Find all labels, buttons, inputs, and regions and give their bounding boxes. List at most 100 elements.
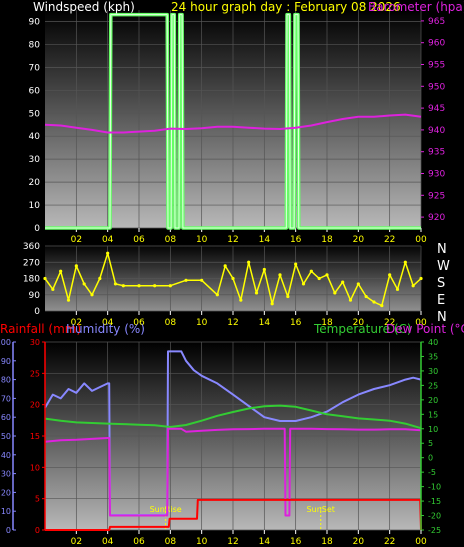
windspeed-tick-label: 70: [29, 63, 41, 73]
sunset-label: SunSet: [307, 505, 335, 514]
direction-point: [137, 284, 141, 288]
barometer-tick-label: 935: [428, 148, 445, 158]
direction-x-tick-label: 02: [71, 318, 82, 328]
compass-letter-s: S: [437, 276, 445, 291]
direction-point: [74, 264, 78, 268]
direction-point: [262, 267, 266, 272]
wind-x-tick-label: 04: [102, 235, 114, 245]
direction-x-tick-label: 06: [133, 318, 145, 328]
wind-panel-series: [44, 12, 422, 230]
direction-point: [309, 269, 313, 273]
wind-panel-x-ticks: 02 04 06 08 10 12 14 16 18 20 22 00: [71, 228, 427, 245]
temperature-tick-label: -20: [428, 512, 441, 521]
temperature-tick-label: 40: [428, 338, 438, 347]
windspeed-tick-label: 20: [29, 178, 41, 188]
direction-point: [372, 300, 376, 304]
direction-point: [270, 302, 274, 306]
direction-point: [317, 276, 321, 281]
compass-letter-n-top: N: [437, 242, 447, 257]
bottom-x-tick-label: 12: [227, 537, 238, 547]
rainfall-line: [45, 498, 422, 531]
humidity-tick-label: 80: [1, 376, 11, 385]
wind-x-tick-label: 18: [321, 235, 333, 245]
direction-point: [184, 278, 188, 282]
direction-point: [411, 284, 415, 288]
direction-point: [82, 282, 86, 286]
sun-markers: SunRise SunSet: [150, 505, 335, 530]
windspeed-tick-label: 40: [29, 132, 41, 142]
direction-point: [59, 269, 63, 273]
compass-letter-w: W: [437, 259, 450, 274]
humidity-tick-label: 40: [1, 451, 11, 460]
direction-series: [43, 251, 423, 308]
temperature-line: [44, 404, 422, 430]
temperature-tick-label: -25: [428, 526, 441, 535]
direction-point: [341, 280, 345, 284]
windspeed-tick-label: 60: [29, 86, 41, 96]
direction-tick-label: 360: [23, 242, 40, 252]
wind-x-tick-label: 20: [353, 235, 365, 245]
compass-letters: N W S E N: [437, 242, 450, 325]
wind-direction-panel: 0 90 180 270 360 02 04 06 08 10 12 14 16 18 20 22 00 N …: [23, 242, 450, 328]
bottom-x-tick-label: 06: [133, 537, 145, 547]
direction-point: [247, 260, 251, 264]
direction-point: [380, 303, 384, 308]
temperature-axis-ticks: -25 -20 -15 -10 -5 0 5 10 15 20 25 30 35 40: [421, 338, 441, 535]
direction-point: [66, 298, 71, 302]
direction-tick-label: 270: [23, 258, 40, 268]
humidity-tick-label: 100: [0, 338, 11, 347]
temperature-tick-label: -15: [428, 497, 441, 506]
humidity-tick-label: 50: [1, 432, 11, 441]
wind-x-tick-label: 02: [71, 235, 82, 245]
windspeed-axis-ticks: 0 10 20 30 40 50 60 70 80 90: [29, 17, 41, 234]
bottom-x-tick-label: 20: [353, 537, 365, 547]
direction-point: [294, 262, 298, 266]
bottom-x-tick-label: 02: [71, 537, 82, 547]
wind-x-tick-label: 12: [227, 235, 238, 245]
rainfall-axis-ticks: 0 5 10 15 20 25 30: [30, 338, 45, 535]
direction-point: [301, 282, 306, 286]
direction-point: [286, 294, 290, 299]
rainfall-tick-label: 0: [35, 526, 40, 535]
humidity-tick-label: 30: [1, 470, 11, 479]
direction-point: [356, 282, 360, 286]
humidity-line: [44, 350, 422, 516]
rainfall-tick-label: 5: [35, 495, 40, 504]
direction-point: [254, 291, 259, 295]
direction-point: [364, 294, 368, 299]
direction-x-tick-label: 04: [102, 318, 114, 328]
direction-tick-label: 90: [29, 291, 41, 301]
windspeed-tick-label: 30: [29, 155, 41, 165]
humidity-tick-label: 60: [1, 413, 11, 422]
direction-tick-label: 0: [34, 307, 40, 317]
barometer-tick-label: 925: [428, 191, 445, 201]
compass-letter-n-bottom: N: [437, 310, 447, 325]
windspeed-axis-title: Windspeed (kph): [33, 0, 135, 14]
humidity-tick-label: 20: [1, 488, 11, 497]
wind-x-tick-label: 14: [259, 235, 271, 245]
temperature-tick-label: -5: [428, 468, 436, 477]
windspeed-tick-label: 0: [34, 224, 40, 234]
temperature-tick-label: 0: [428, 454, 433, 463]
barometer-line: [44, 113, 422, 134]
wind-x-tick-label: 00: [415, 235, 427, 245]
temperature-tick-label: 30: [428, 367, 438, 376]
direction-point: [168, 284, 172, 288]
compass-letter-e: E: [437, 293, 445, 308]
bottom-x-tick-label: 22: [384, 537, 395, 547]
direction-point: [121, 284, 125, 288]
bottom-x-tick-label: 16: [290, 537, 302, 547]
barometer-tick-label: 960: [428, 39, 445, 49]
direction-x-tick-label: 18: [321, 318, 333, 328]
direction-point: [325, 273, 329, 277]
barometer-tick-label: 965: [428, 17, 445, 27]
bottom-x-tick-label: 18: [321, 537, 333, 547]
humidity-tick-label: 10: [1, 507, 11, 516]
direction-axis-ticks: 0 90 180 270 360: [23, 242, 40, 317]
bottom-panel-series: [44, 350, 422, 531]
direction-point: [200, 278, 204, 282]
graph-title: 24 hour graph day : February 08 2026: [171, 0, 401, 14]
temperature-tick-label: -10: [428, 483, 441, 492]
direction-x-tick-label: 08: [165, 318, 177, 328]
